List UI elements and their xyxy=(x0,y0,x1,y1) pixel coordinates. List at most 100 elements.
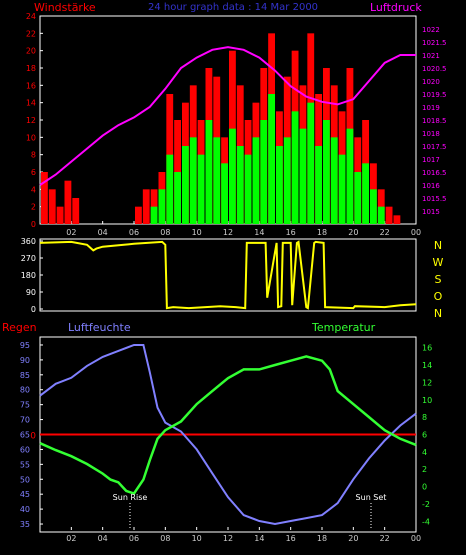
humidity-y-tick-label: 50 xyxy=(20,475,30,484)
pressure-y-tick-label: 1017.5 xyxy=(422,143,447,151)
pressure-y-tick-label: 1021 xyxy=(422,52,440,60)
direction-y-tick-label: 360 xyxy=(21,237,36,246)
wind-avg-bar xyxy=(182,146,189,224)
pressure-y-tick-label: 1022 xyxy=(422,26,440,34)
wind-avg-bar xyxy=(197,154,205,224)
wind-gust-bar xyxy=(393,215,401,224)
wind-avg-bar xyxy=(205,120,213,224)
wind-avg-bar xyxy=(370,189,377,224)
compass-label-w: W xyxy=(433,256,444,269)
wind-x-tick-label: 08 xyxy=(160,228,170,237)
pressure-y-tick-label: 1015.5 xyxy=(422,195,447,203)
pressure-line xyxy=(39,46,416,186)
wind-x-tick-label: 18 xyxy=(317,228,327,237)
pressure-y-tick-label: 1015 xyxy=(422,208,440,216)
wind-x-tick-label: 12 xyxy=(223,228,233,237)
wind-avg-bar xyxy=(166,154,174,224)
humidity-y-tick-label: 95 xyxy=(20,341,30,350)
wind-avg-bar xyxy=(236,146,244,224)
wind-y-tick-label: 6 xyxy=(31,168,36,177)
pressure-y-tick-label: 1016 xyxy=(422,182,440,190)
wind-gust-bar xyxy=(41,172,48,224)
wind-avg-bar xyxy=(260,120,268,224)
wind-avg-bar xyxy=(346,128,354,224)
pressure-y-tick-label: 1020.5 xyxy=(422,65,447,73)
wind-avg-bar xyxy=(283,137,291,224)
wind-x-tick-label: 22 xyxy=(380,228,390,237)
wind-avg-bar xyxy=(330,137,338,224)
wind-avg-bar xyxy=(252,137,260,224)
wind-gust-bar xyxy=(64,180,72,224)
rain-axis-title: Regen xyxy=(2,321,37,334)
wind-avg-bar xyxy=(299,128,307,224)
temperature-y-tick-label: -4 xyxy=(422,517,430,526)
wind-y-tick-label: 18 xyxy=(26,64,36,73)
humidity-x-tick-label: 02 xyxy=(66,534,76,543)
direction-y-tick-label: 270 xyxy=(21,254,36,263)
pressure-y-tick-label: 1019 xyxy=(422,104,440,112)
temperature-y-tick-label: 4 xyxy=(422,448,427,457)
pressure-y-tick-label: 1020 xyxy=(422,78,440,86)
wind-x-tick-label: 14 xyxy=(254,228,264,237)
wind-avg-bar xyxy=(307,102,315,224)
wind-y-tick-label: 4 xyxy=(31,185,36,194)
wind-avg-bar xyxy=(150,206,158,224)
direction-line xyxy=(39,240,417,310)
temperature-y-tick-label: 16 xyxy=(422,344,432,353)
humidity-y-tick-label: 60 xyxy=(20,445,30,454)
humidity-x-tick-label: 22 xyxy=(380,534,390,543)
wind-avg-bar xyxy=(315,146,322,224)
sunset-label: Sun Set xyxy=(356,493,387,502)
temperature-y-tick-label: 10 xyxy=(422,396,432,405)
humidity-y-tick-label: 55 xyxy=(20,460,30,469)
humidity-y-tick-label: 75 xyxy=(20,401,30,410)
wind-gust-bar xyxy=(150,189,158,224)
temperature-y-tick-label: 14 xyxy=(422,361,432,370)
compass-label-s: S xyxy=(435,273,442,286)
humidity-y-tick-label: 40 xyxy=(20,505,30,514)
direction-frame xyxy=(39,238,417,312)
wind-avg-bar xyxy=(377,206,385,224)
temperature-y-tick-label: 8 xyxy=(422,413,427,422)
humidity-x-tick-label: 18 xyxy=(317,534,327,543)
wind-avg-bar xyxy=(221,163,228,224)
temperature-axis-title: Temperatur xyxy=(311,321,376,334)
humidity-x-tick-label: 00 xyxy=(411,534,421,543)
wind-y-tick-label: 24 xyxy=(26,12,36,21)
humidity-x-tick-label: 14 xyxy=(254,534,264,543)
chart-title: 24 hour graph data : 14 Mar 2000 xyxy=(148,2,318,13)
humidity-line xyxy=(39,344,417,526)
humidity-y-tick-label: 70 xyxy=(20,416,30,425)
humidity-y-tick-label: 45 xyxy=(20,490,30,499)
temperature-y-tick-label: -2 xyxy=(422,500,430,509)
wind-axis-title: Windstärke xyxy=(34,1,96,14)
pressure-y-tick-label: 1018 xyxy=(422,130,440,138)
humidity-y-tick-label: 65 xyxy=(20,431,30,440)
wind-avg-bar xyxy=(338,154,346,224)
wind-y-tick-label: 0 xyxy=(31,220,36,229)
humidity-x-tick-label: 04 xyxy=(98,534,108,543)
wind-x-tick-label: 04 xyxy=(98,228,108,237)
wind-gust-bar xyxy=(56,206,64,224)
wind-y-tick-label: 14 xyxy=(26,99,36,108)
compass-label-n-bottom: N xyxy=(434,307,442,320)
humidity-y-tick-label: 85 xyxy=(20,371,30,380)
wind-y-tick-label: 22 xyxy=(26,29,36,38)
pressure-axis-title: Luftdruck xyxy=(370,1,422,14)
humidity-x-tick-label: 06 xyxy=(129,534,139,543)
rain-zero-label: 0 xyxy=(30,432,36,442)
wind-x-tick-label: 00 xyxy=(411,228,421,237)
wind-y-tick-label: 2 xyxy=(31,203,36,212)
wind-y-tick-label: 16 xyxy=(26,81,36,90)
humidity-y-tick-label: 35 xyxy=(20,520,30,529)
temperature-line xyxy=(39,355,417,495)
humidity-y-tick-label: 90 xyxy=(20,356,30,365)
wind-avg-bar xyxy=(362,163,369,224)
wind-y-tick-label: 12 xyxy=(26,116,36,125)
pressure-y-tick-label: 1017 xyxy=(422,156,440,164)
wind-gust-bar xyxy=(377,189,385,224)
compass-label-o: O xyxy=(434,290,443,303)
wind-x-tick-label: 16 xyxy=(286,228,296,237)
temperature-y-tick-label: 6 xyxy=(422,431,427,440)
